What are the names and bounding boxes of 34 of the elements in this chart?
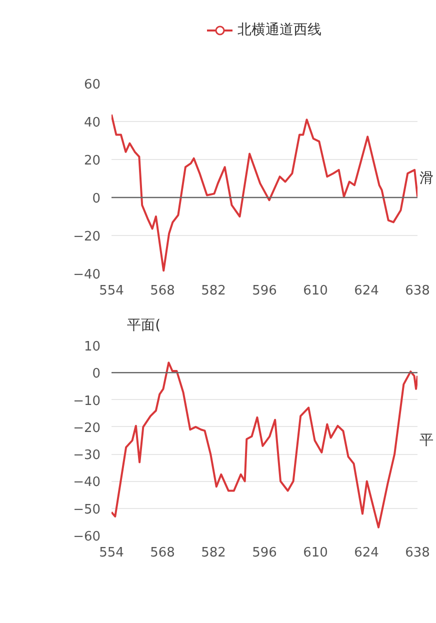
x-tick-label: 568 [150,284,175,298]
y-tick-label: 10 [84,340,101,354]
y-tick-label: −20 [73,230,101,244]
y-tick-label: 0 [92,366,101,382]
x-tick-label: 568 [150,546,175,560]
line-series [112,362,418,528]
x-tick-label: 554 [99,284,124,298]
x-axis-title: 平 [420,432,434,448]
x-tick-label: 596 [252,284,277,298]
y-tick-label: −10 [73,394,101,409]
line-series [112,114,418,272]
y-tick-label: 20 [84,154,101,168]
y-axis-title: 平面( [127,318,161,334]
x-tick-label: 610 [303,546,328,560]
x-tick-label: 554 [99,546,124,560]
legend-label: 北横通道西线 [238,21,322,39]
x-tick-label: 624 [354,284,379,298]
x-tick-label: 610 [303,284,328,298]
y-tick-label: −30 [73,448,101,464]
x-tick-label: 596 [252,546,277,560]
x-axis-title: 滑 [420,170,434,186]
y-tick-label: −50 [73,502,101,518]
x-tick-label: 638 [405,546,430,560]
y-tick-label: −40 [73,475,101,490]
x-tick-label: 582 [201,284,226,298]
y-tick-label: −40 [73,268,101,282]
y-tick-label: −20 [73,420,101,436]
y-tick-label: 40 [84,116,101,130]
x-tick-label: 624 [354,546,379,560]
x-tick-label: 638 [405,284,430,298]
y-tick-label: −60 [73,530,101,544]
x-tick-label: 582 [201,546,226,560]
y-tick-label: 60 [84,78,101,92]
y-tick-label: 0 [92,192,101,206]
